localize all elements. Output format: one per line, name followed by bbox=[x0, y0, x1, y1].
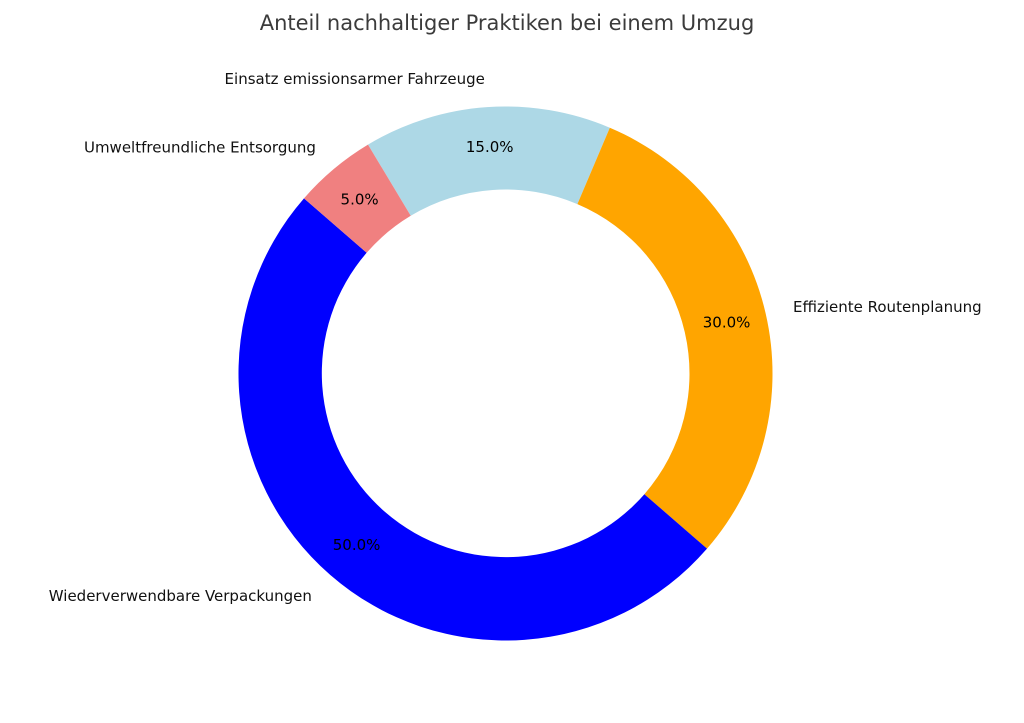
slice-label-0: Einsatz emissionsarmer Fahrzeuge bbox=[225, 70, 485, 88]
pct-label-1: 30.0% bbox=[703, 313, 751, 331]
slice-label-3: Umweltfreundliche Entsorgung bbox=[84, 139, 316, 157]
slice-label-2: Wiederverwendbare Verpackungen bbox=[49, 587, 312, 605]
pct-label-2: 50.0% bbox=[333, 536, 381, 554]
slice-label-1: Effiziente Routenplanung bbox=[793, 298, 982, 316]
pct-label-3: 5.0% bbox=[341, 191, 379, 209]
chart-title: Anteil nachhaltiger Praktiken bei einem … bbox=[259, 11, 755, 35]
pie-slice-3 bbox=[303, 144, 411, 253]
pct-label-0: 15.0% bbox=[466, 138, 514, 156]
pie-slice-1 bbox=[577, 127, 773, 549]
pie-slice-0 bbox=[367, 106, 610, 216]
pie-slice-2 bbox=[238, 198, 708, 641]
